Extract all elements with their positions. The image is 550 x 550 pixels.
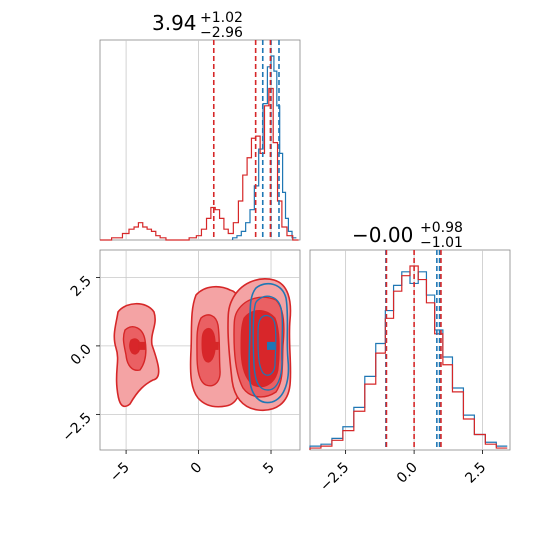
- panel-bottom-right-title-plus: +0.98: [420, 220, 463, 236]
- contour-blue-outer: [248, 282, 290, 404]
- panel-top-left-title-value: 3.94: [152, 11, 197, 35]
- bl-ytick-label-2: −2.5: [59, 410, 94, 445]
- panel-bottom-left: −5 0 5 2.5 0.0 −2.5: [59, 249, 301, 486]
- br-hist-red: [309, 265, 508, 450]
- marker-blue-3: [267, 341, 276, 350]
- marker-red-1: [210, 341, 219, 350]
- br-xtick-label-2: 2.5: [462, 460, 489, 487]
- panel-bottom-right-quantile-lines: [385, 250, 442, 450]
- panel-bottom-right-frame: [309, 249, 511, 451]
- panel-bottom-right-ticks: −2.5 0.0 2.5: [317, 450, 489, 495]
- panel-top-left-title-minus: −2.96: [200, 25, 243, 41]
- panel-top-left-grid: [125, 40, 272, 240]
- bl-xtick-label-1: 0: [188, 460, 206, 478]
- br-xtick-label-0: −2.5: [317, 460, 352, 495]
- panel-bottom-left-markers: [138, 341, 276, 350]
- contour-cluster-right: [227, 278, 292, 412]
- panel-top-left-frame: [99, 39, 301, 241]
- panel-bottom-left-frame: [99, 249, 301, 451]
- panel-top-left-quantile-lines: [212, 40, 280, 240]
- panel-bottom-right-title-value: −0.00: [352, 223, 413, 247]
- br-hist-blue: [309, 271, 508, 450]
- panel-top-left-title-plus: +1.02: [200, 10, 243, 26]
- contour-blue-mid: [252, 295, 284, 391]
- contour-blue-inner: [257, 315, 277, 376]
- contour-cluster-left: [113, 302, 160, 408]
- bl-ytick-label-0: 2.5: [68, 273, 95, 300]
- contour-middle-core: [201, 327, 216, 363]
- panel-bottom-right-title-minus: −1.01: [420, 235, 463, 251]
- panel-top-left-histograms: [100, 55, 299, 241]
- contour-left-core: [129, 338, 141, 355]
- panel-bottom-right-histograms: [309, 265, 508, 450]
- bl-xtick-label-2: 5: [260, 460, 278, 478]
- br-xtick-label-1: 0.0: [394, 460, 421, 487]
- panel-top-left: 3.94 +1.02 −2.96: [99, 10, 301, 241]
- tl-hist-red: [100, 87, 299, 241]
- bl-xtick-label-0: −5: [107, 460, 133, 486]
- marker-red-0: [138, 341, 147, 350]
- panel-bottom-right: −2.5 0.0 2.5 −0.00 +0.98 −1.01: [309, 220, 511, 495]
- tl-hist-blue: [232, 55, 297, 240]
- bl-ytick-label-1: 0.0: [68, 341, 95, 368]
